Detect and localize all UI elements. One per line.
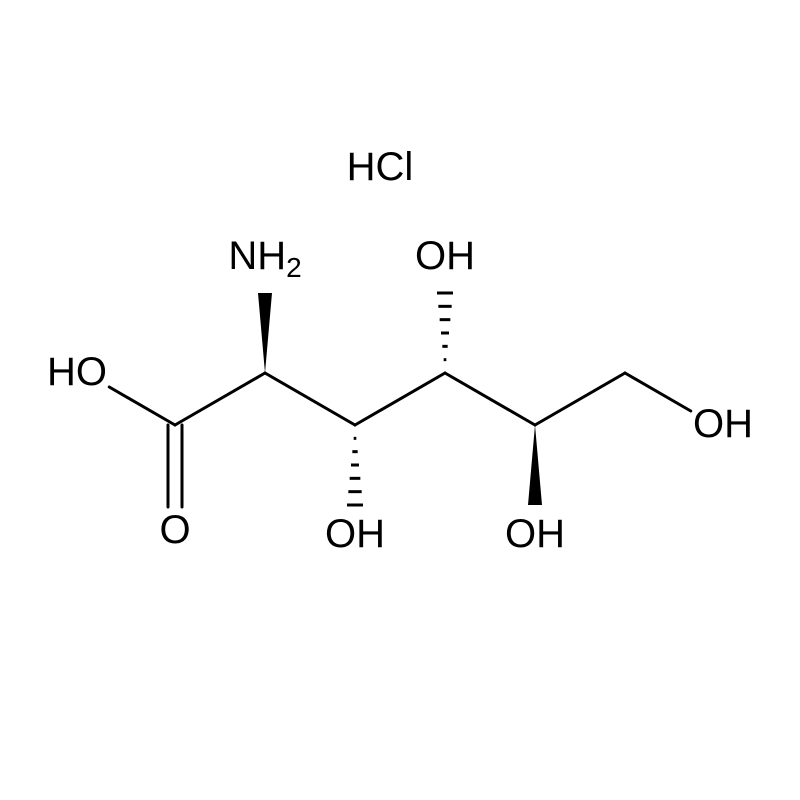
bond-wedge <box>258 293 272 373</box>
bond-single <box>445 373 535 425</box>
bond-single <box>535 373 625 425</box>
bond-single <box>625 373 691 411</box>
bond-wedge <box>528 425 542 505</box>
atom-label: OH <box>505 512 565 556</box>
bond-single <box>265 373 355 425</box>
chemical-structure-diagram: HO O NH2 OH OH OH OH HCl <box>0 0 800 800</box>
atom-label: OH <box>325 512 385 556</box>
bond-single <box>355 373 445 425</box>
atom-label: NH2 <box>228 234 301 283</box>
atom-label: HCl <box>347 145 414 189</box>
bond-hash <box>347 438 363 505</box>
atom-label: OH <box>693 402 753 446</box>
bond-single <box>109 387 175 425</box>
bond-hash <box>437 293 453 360</box>
atom-label: HO <box>47 350 107 394</box>
bond-single <box>175 373 265 425</box>
atom-label: OH <box>415 234 475 278</box>
atom-label: O <box>159 508 190 552</box>
